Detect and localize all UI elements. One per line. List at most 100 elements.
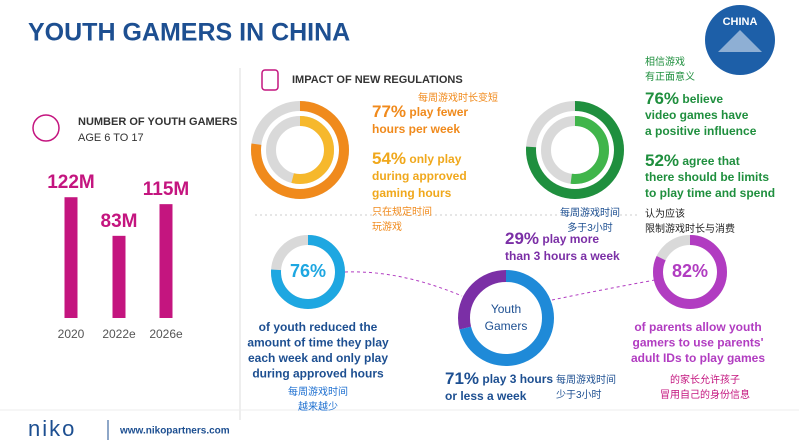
note-zh: 少于3小时	[556, 389, 602, 401]
note: of youth reduced the	[259, 320, 378, 334]
note-zh: 只在规定时间	[372, 205, 432, 218]
note-line: play 3 hours	[482, 372, 553, 386]
note-zh: 玩游戏	[372, 220, 402, 233]
note: video games have	[645, 108, 749, 122]
value-label: 52%	[645, 151, 679, 170]
value-label: 77%	[372, 102, 406, 121]
value-label: 76%	[645, 89, 679, 108]
note-zh: 认为应该	[645, 207, 685, 220]
note-zh: 的家长允许孩子	[670, 373, 740, 386]
note: gaming hours	[372, 186, 452, 200]
donut-center: Gamers	[485, 319, 528, 333]
note: hours per week	[372, 122, 460, 136]
note-line: agree that	[682, 154, 739, 168]
note: 52% agree that	[645, 151, 740, 170]
note-line: than 3 hours a week	[505, 249, 620, 263]
value-label: 71%	[445, 369, 479, 388]
ring-arc	[271, 235, 345, 309]
bar-subtitle: AGE 6 TO 17	[78, 132, 144, 144]
badge-icon	[718, 30, 762, 52]
note-line: 相信游戏	[645, 55, 685, 68]
donut-segment	[458, 270, 554, 366]
value-label: 122M	[47, 172, 95, 193]
note-zh: 限制游戏时长与消费	[645, 222, 735, 235]
bar	[159, 204, 173, 318]
note-zh: 有正面意义	[645, 70, 695, 83]
note: gamers to use parents'	[633, 336, 764, 350]
note-line: there should be limits	[645, 170, 769, 184]
people-icon	[32, 114, 60, 142]
note-line: 认为应该	[645, 207, 685, 220]
donut-label: 82%	[672, 261, 708, 281]
note-line: video games have	[645, 108, 749, 122]
note-line: of parents allow youth	[634, 320, 761, 334]
note-line: hours per week	[372, 122, 460, 136]
bar	[112, 235, 126, 318]
note-zh: 越来越少	[298, 400, 338, 413]
note-line: 越来越少	[298, 400, 338, 413]
bar	[64, 197, 78, 318]
note-line: 只在规定时间	[372, 205, 432, 218]
donut-label: 76%	[290, 261, 326, 281]
note: than 3 hours a week	[505, 249, 620, 263]
note-line: each week and only play	[248, 351, 388, 365]
x-tick-label: 2020	[58, 327, 85, 341]
note: 29% play more	[505, 229, 599, 248]
note-line: play fewer	[409, 105, 468, 119]
note-line: adult IDs to play games	[631, 351, 765, 365]
note-line: 每周游戏时间	[560, 206, 620, 219]
note-line: to play time and spend	[645, 186, 775, 200]
ring-arc	[526, 101, 624, 199]
note: adult IDs to play games	[631, 351, 765, 365]
note: 77% play fewer	[372, 102, 468, 121]
note-line: 每周游戏时间	[556, 373, 616, 386]
footer-url: www.nikopartners.com	[119, 426, 230, 437]
value-label: 83M	[101, 211, 138, 232]
note-line: 少于3小时	[556, 389, 602, 401]
donut-center: Youth	[491, 302, 521, 316]
note-line: a positive influence	[645, 124, 757, 138]
note: 54% only play	[372, 149, 462, 168]
x-tick-label: 2026e	[149, 327, 183, 341]
note-zh: 每周游戏时长变短	[418, 91, 498, 104]
note-line: gamers to use parents'	[633, 336, 764, 350]
ring-arc	[653, 235, 727, 309]
note-line: 每周游戏时长变短	[418, 91, 498, 104]
note-line: Gamers	[485, 319, 528, 333]
note: each week and only play	[248, 351, 388, 365]
note-zh: 相信游戏	[645, 55, 685, 68]
note-zh: 多于3小时	[567, 221, 613, 234]
ring-arc	[541, 116, 609, 184]
note: a positive influence	[645, 124, 757, 138]
note-line: or less a week	[445, 389, 527, 403]
note-line: 玩游戏	[372, 220, 402, 233]
note-line: believe	[682, 92, 723, 106]
note-line: 每周游戏时间	[288, 385, 348, 398]
note: or less a week	[445, 389, 527, 403]
note: to play time and spend	[645, 186, 775, 200]
badge-label: CHINA	[723, 16, 758, 28]
value-label: 115M	[143, 179, 189, 200]
x-tick-label: 2022e	[102, 327, 136, 341]
note-line: gaming hours	[372, 186, 452, 200]
note-line: 有正面意义	[645, 70, 695, 83]
note-zh: 冒用自己的身份信息	[660, 388, 750, 401]
note-line: during approved	[372, 169, 467, 183]
note-zh: 每周游戏时间	[560, 206, 620, 219]
note-line: only play	[409, 152, 461, 166]
bar-title: NUMBER OF YOUTH GAMERS	[78, 116, 237, 128]
note: of parents allow youth	[634, 320, 761, 334]
connector	[344, 271, 656, 301]
page-title: YOUTH GAMERS IN CHINA	[28, 19, 350, 47]
ring-arc	[251, 101, 349, 199]
note: there should be limits	[645, 170, 769, 184]
note-line: Youth	[491, 302, 521, 316]
scroll-icon	[261, 69, 279, 91]
note-line: 的家长允许孩子	[670, 373, 740, 386]
note-line: of youth reduced the	[259, 320, 378, 334]
value-label: 54%	[372, 149, 406, 168]
brand: niko	[28, 416, 76, 441]
note-zh: 每周游戏时间	[288, 385, 348, 398]
note-line: 限制游戏时长与消费	[645, 222, 735, 235]
section-title: IMPACT OF NEW REGULATIONS	[292, 74, 463, 86]
